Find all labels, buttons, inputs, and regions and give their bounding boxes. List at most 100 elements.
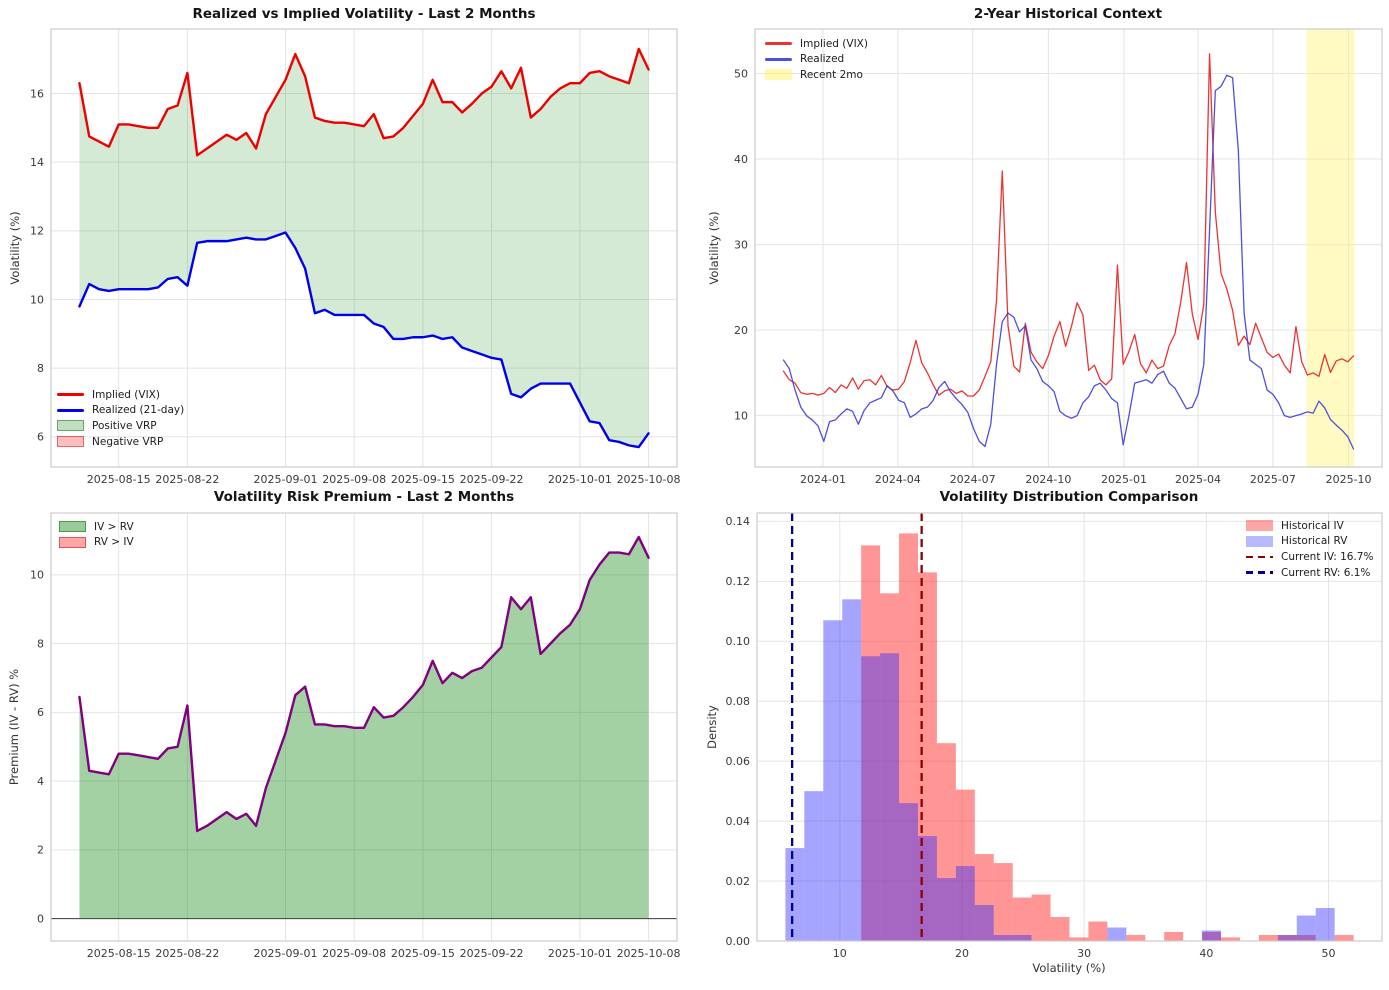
legend-item-implied-vix: Implied (VIX) [57, 387, 184, 403]
recent-2mo-band [1306, 29, 1355, 467]
legend-label: Current RV: 6.1% [1281, 566, 1371, 579]
legend-label: Historical IV [1281, 519, 1344, 532]
y-tick-label: 8 [37, 362, 44, 375]
x-tick-label: 30 [1077, 947, 1091, 960]
legend-realized-vs-implied: Implied (VIX) Realized (21-day) Positive V… [57, 387, 184, 449]
x-tick-label: 2025-09-22 [460, 947, 524, 960]
legend-label: Current IV: 16.7% [1281, 550, 1374, 563]
axes-frame [754, 28, 1383, 468]
legend-label: Negative VRP [92, 435, 164, 448]
legend-item-recent-2mo: Recent 2mo [765, 67, 868, 83]
legend-swatch-icon [57, 393, 84, 397]
legend-historical-context: Implied (VIX) Realized Recent 2mo [765, 36, 868, 83]
y-tick-label: 0.14 [726, 515, 751, 528]
x-tick-label: 2025-08-15 [87, 947, 151, 960]
x-tick-label: 2025-01 [1101, 473, 1147, 486]
legend-volatility-distribution: Historical IV Historical RV Current IV: 16… [1246, 518, 1373, 580]
axes-frame [756, 512, 1383, 942]
axes-frame [50, 512, 678, 942]
x-tick-label: 2024-04 [875, 473, 921, 486]
y-tick-label: 40 [734, 153, 748, 166]
x-tick-label: 2024-10 [1025, 473, 1071, 486]
legend-swatch-icon [765, 69, 792, 81]
tick-labels: 2025-08-15 2025-08-22 2025-09-01 2025-09-08… [30, 87, 681, 486]
chart-volatility-risk-premium: 2025-08-15 2025-08-22 2025-09-01 2025-09-08… [30, 512, 681, 960]
y-tick-label: 16 [30, 87, 44, 100]
tick-labels: 10 20 30 40 50 0.00 0.02 0.04 0.06 0.08 0.10 0.12 0.… [726, 515, 1336, 960]
chart-title-realized-vs-implied: Realized vs Implied Volatility - Last 2 … [192, 6, 536, 22]
series-implied-vix [782, 53, 1355, 397]
y-tick-label: 8 [37, 637, 44, 650]
x-tick-label: 2025-09-22 [460, 473, 524, 486]
x-axis-label-volatility-pct: Volatility (%) [1032, 961, 1106, 975]
legend-swatch-icon [59, 521, 86, 533]
y-tick-label: 14 [30, 156, 44, 169]
legend-label: Positive VRP [92, 419, 157, 432]
y-axis-label-volatility-pct-2yr: Volatility (%) [707, 211, 721, 285]
legend-item-historical-iv: Historical IV [1246, 518, 1373, 534]
legend-item-realized-21-day: Realized (21-day) [57, 403, 184, 419]
y-tick-label: 10 [30, 569, 44, 582]
legend-label: Implied (VIX) [800, 37, 868, 50]
axes-frame [50, 28, 678, 468]
legend-swatch-icon [1246, 571, 1273, 574]
legend-label: IV > RV [94, 520, 134, 533]
legend-swatch-icon [1246, 555, 1273, 559]
legend-swatch-icon [57, 436, 84, 448]
x-tick-label: 2025-10-01 [548, 947, 612, 960]
legend-item-rv-iv: RV > IV [59, 535, 134, 551]
y-tick-label: 6 [37, 706, 44, 719]
x-tick-label: 2024-07 [950, 473, 996, 486]
hist-historical-iv [861, 533, 1354, 941]
legend-item-negative-vrp: Negative VRP [57, 434, 184, 450]
x-tick-label: 20 [955, 947, 969, 960]
legend-item-current-rv-6-1: Current RV: 6.1% [1246, 565, 1373, 581]
legend-label: Historical RV [1281, 535, 1348, 548]
y-tick-label: 0.08 [726, 695, 751, 708]
chart-title-historical-context: 2-Year Historical Context [973, 6, 1163, 22]
y-tick-label: 20 [734, 324, 748, 337]
legend-swatch-icon [765, 57, 792, 61]
legend-item-iv-rv: IV > RV [59, 519, 134, 535]
x-tick-label: 2025-09-15 [391, 473, 455, 486]
legend-swatch-icon [1246, 520, 1273, 532]
y-axis-label-volatility-pct: Volatility (%) [8, 211, 22, 285]
tick-labels: 2025-08-15 2025-08-22 2025-09-01 2025-09-08… [30, 569, 681, 960]
y-tick-label: 0.10 [726, 635, 751, 648]
legend-swatch-icon [57, 408, 84, 412]
legend-label: Realized [800, 53, 845, 66]
legend-item-realized: Realized [765, 52, 868, 68]
x-tick-label: 2025-09-15 [391, 947, 455, 960]
legend-item-historical-rv: Historical RV [1246, 534, 1373, 550]
gridlines [755, 29, 1382, 467]
x-tick-label: 2025-10 [1326, 473, 1372, 486]
y-tick-label: 10 [30, 293, 44, 306]
x-tick-label: 2025-09-01 [254, 947, 318, 960]
legend-item-current-iv-16-7: Current IV: 16.7% [1246, 549, 1373, 565]
legend-swatch-icon [59, 536, 86, 548]
y-tick-label: 12 [30, 225, 44, 238]
y-tick-label: 0.02 [726, 875, 751, 888]
y-tick-label: 0.06 [726, 755, 751, 768]
x-tick-label: 50 [1322, 947, 1336, 960]
x-tick-label: 40 [1199, 947, 1213, 960]
x-tick-label: 2025-07 [1250, 473, 1296, 486]
chart-volatility-distribution: 10 20 30 40 50 0.00 0.02 0.04 0.06 0.08 0.10 0.12 0.… [726, 512, 1383, 960]
legend-label: Recent 2mo [800, 68, 863, 81]
x-tick-label: 10 [833, 947, 847, 960]
legend-volatility-risk-premium: IV > RV RV > IV [59, 519, 134, 550]
series-realized [782, 74, 1355, 450]
x-tick-label: 2025-04 [1175, 473, 1221, 486]
legend-swatch-icon [765, 42, 792, 46]
chart-title-volatility-distribution: Volatility Distribution Comparison [939, 489, 1199, 505]
y-tick-label: 30 [734, 238, 748, 251]
y-axis-label-premium: Premium (IV - RV) % [7, 668, 21, 786]
x-tick-label: 2025-08-15 [87, 473, 151, 486]
chart-historical-context: 2024-01 2024-04 2024-07 2024-10 2025-01 2025-… [734, 28, 1383, 486]
y-tick-label: 0 [37, 912, 44, 925]
x-tick-label: 2025-10-08 [617, 473, 681, 486]
legend-label: RV > IV [94, 536, 134, 549]
hist-historical-rv [785, 599, 1335, 941]
